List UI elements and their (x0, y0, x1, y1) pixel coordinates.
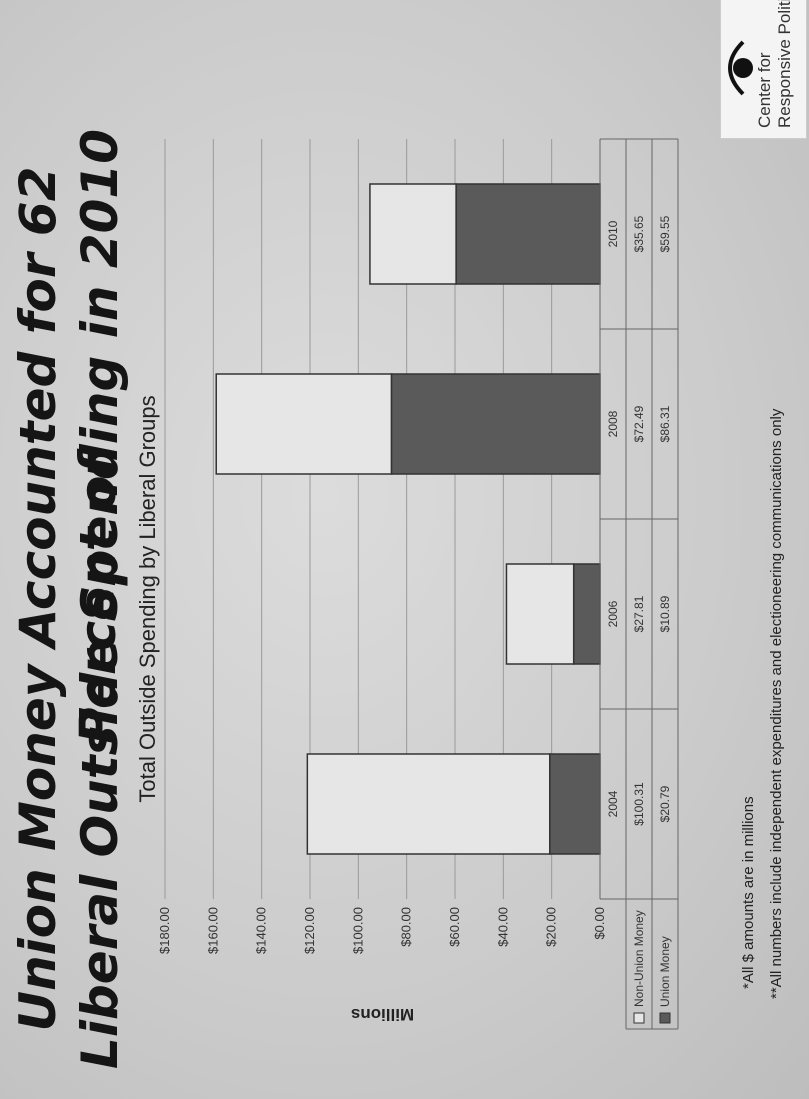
legend-label: Union Money (658, 936, 672, 1007)
bar-union-money (455, 183, 601, 285)
logo-line-2: Responsive Politics (775, 0, 794, 128)
bar-union-money (572, 563, 601, 665)
logo-line-1: Center for (755, 52, 774, 128)
footnote-scope: **All numbers include independent expend… (768, 408, 785, 999)
y-tick-label: $80.00 (399, 907, 414, 947)
data-label: $86.31 (658, 405, 672, 442)
y-axis-ticks: $0.00 $20.00 $40.00 $60.00 $80.00 $100.00 $120… (157, 907, 607, 954)
bar-union-money (390, 373, 601, 475)
y-tick-label: $120.00 (302, 907, 317, 954)
data-table: 2004 2006 2008 2010 Non-Union Money $100.31 $2… (599, 138, 679, 1030)
x-tick-label: 2010 (606, 220, 620, 247)
y-tick-label: $160.00 (205, 907, 220, 954)
bar-union-money (549, 753, 601, 855)
data-label: $59.55 (658, 215, 672, 252)
x-tick-label: 2008 (606, 410, 620, 437)
eye-logo-icon (728, 40, 753, 96)
bar-non-union-money (306, 753, 551, 855)
data-label: $27.81 (632, 595, 646, 632)
y-axis-label: Millions (351, 1005, 414, 1024)
y-tick-label: $180.00 (157, 907, 172, 954)
y-tick-label: $60.00 (447, 907, 462, 947)
footnote-amounts: *All $ amounts are in millions (740, 796, 757, 989)
x-tick-label: 2006 (606, 600, 620, 627)
data-label: $20.79 (658, 785, 672, 822)
y-tick-label: $20.00 (544, 907, 559, 947)
x-tick-label: 2004 (606, 790, 620, 817)
data-label: $100.31 (632, 782, 646, 826)
legend-label: Non-Union Money (632, 910, 646, 1007)
data-label: $72.49 (632, 405, 646, 442)
legend-swatch (633, 1012, 645, 1024)
bar-non-union-money (369, 183, 457, 285)
y-tick-label: $100.00 (350, 907, 365, 954)
data-label: $10.89 (658, 595, 672, 632)
bar-group (215, 183, 601, 855)
y-tick-label: $140.00 (254, 907, 269, 954)
data-label: $35.65 (632, 215, 646, 252)
y-tick-label: $40.00 (495, 907, 510, 947)
bar-non-union-money (505, 563, 575, 665)
bar-non-union-money (215, 373, 393, 475)
y-tick-label: $0.00 (592, 907, 607, 940)
legend-swatch (659, 1012, 671, 1024)
crp-logo: Center for Responsive Politics (720, 0, 807, 139)
